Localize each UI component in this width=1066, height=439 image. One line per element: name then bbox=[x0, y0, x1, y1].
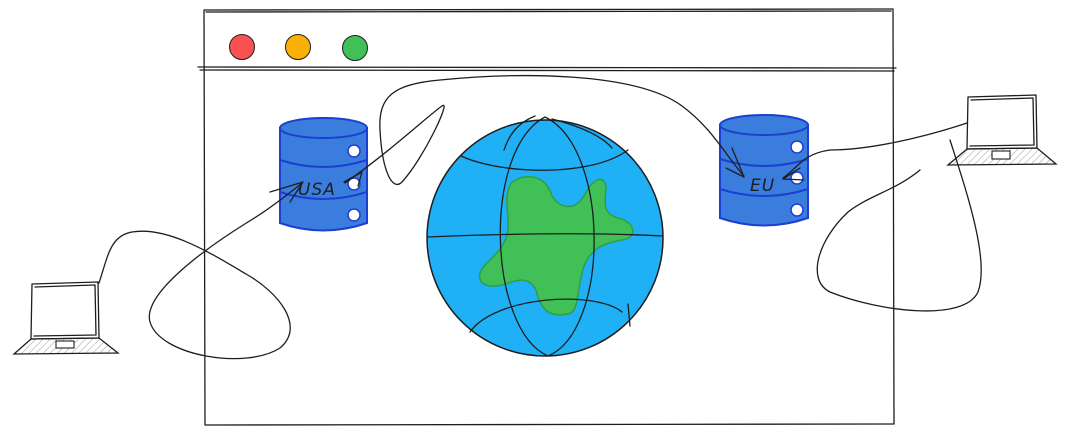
globe-icon bbox=[426, 115, 664, 357]
continent bbox=[478, 176, 634, 316]
database-eu: EU bbox=[719, 114, 809, 227]
close-button[interactable] bbox=[229, 34, 255, 60]
browser-window-icon bbox=[197, 8, 897, 426]
laptop-left bbox=[12, 281, 120, 355]
connector-laptop-to-usa bbox=[98, 181, 304, 360]
connector-laptop-to-eu bbox=[782, 122, 982, 312]
connector-usa-to-eu bbox=[343, 74, 745, 187]
database-icon bbox=[719, 114, 809, 227]
minimize-button[interactable] bbox=[285, 34, 311, 60]
laptop-right bbox=[946, 94, 1058, 166]
maximize-button[interactable] bbox=[342, 35, 368, 61]
laptop-icon bbox=[12, 281, 120, 355]
server-label-usa: USA bbox=[298, 180, 336, 200]
laptop-icon bbox=[946, 94, 1058, 166]
server-label-eu: EU bbox=[750, 176, 775, 196]
database-usa: USA bbox=[279, 117, 368, 232]
database-icon bbox=[279, 117, 368, 232]
